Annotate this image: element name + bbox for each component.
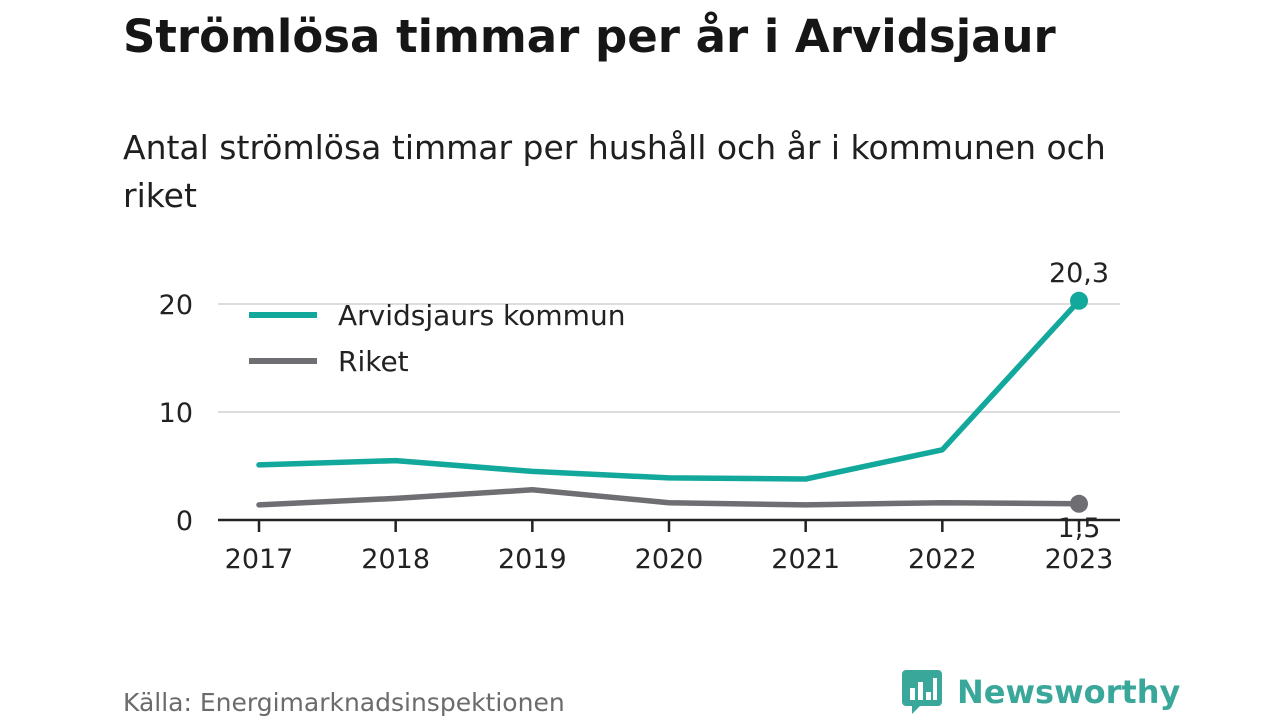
series-end-marker <box>1070 291 1088 310</box>
x-tick-label: 2020 <box>635 544 704 575</box>
brand: Newsworthy <box>902 670 1180 714</box>
x-tick-label: 2019 <box>498 544 567 575</box>
data-label: 20,3 <box>1049 258 1109 289</box>
data-label: 1,5 <box>1058 513 1101 544</box>
legend-label: Riket <box>338 345 409 378</box>
legend: Arvidsjaurs kommun Riket <box>249 299 625 378</box>
chart-title: Strömlösa timmar per år i Arvidsjaur <box>123 10 1056 63</box>
y-tick-label: 10 <box>159 398 193 429</box>
chart-subtitle: Antal strömlösa timmar per hushåll och å… <box>123 128 1106 215</box>
legend-label: Arvidsjaurs kommun <box>338 299 625 332</box>
bar-chart-speech-bubble-icon <box>902 670 942 714</box>
y-tick-label: 0 <box>176 506 193 537</box>
series-line <box>256 487 1082 508</box>
source-note: Källa: Energimarknadsinspektionen <box>123 688 565 717</box>
gridlines <box>218 303 1120 413</box>
y-tick-label: 20 <box>159 290 193 321</box>
series-end-marker <box>1070 494 1088 513</box>
brand-name: Newsworthy <box>957 673 1181 711</box>
series-line <box>256 298 1082 482</box>
x-tick-label: 2017 <box>225 544 294 575</box>
data-labels: 20,3 1,5 <box>1049 258 1109 544</box>
axes: 0 10 20 2017 2018 2019 2020 2021 2022 2023 <box>159 290 1120 575</box>
x-tick-label: 2022 <box>908 544 977 575</box>
series-lines <box>256 291 1088 513</box>
line-chart: 0 10 20 2017 2018 2019 2020 2021 2022 2023 Arvids… <box>159 258 1120 575</box>
x-tick-label: 2023 <box>1045 544 1114 575</box>
x-tick-label: 2018 <box>361 544 430 575</box>
x-tick-label: 2021 <box>771 544 840 575</box>
